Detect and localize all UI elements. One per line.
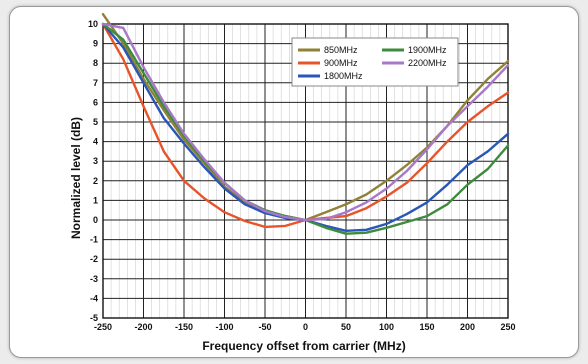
y-tick-label: 0 — [93, 215, 98, 225]
plot-border — [102, 23, 509, 319]
y-tick-label: 9 — [93, 39, 98, 49]
y-tick-label: 6 — [93, 97, 98, 107]
y-tick-label: 8 — [93, 58, 98, 68]
x-axis-label: Frequency offset from carrier (MHz) — [202, 339, 405, 353]
y-tick-label: -3 — [90, 274, 98, 284]
x-tick-label: 50 — [341, 322, 351, 332]
series-layer — [101, 12, 510, 235]
legend-label-2200MHz: 2200MHz — [408, 58, 447, 68]
y-axis-label: Normalized level (dB) — [69, 117, 83, 239]
y-tick-label: 1 — [93, 195, 98, 205]
tick-labels: -250 -200 -150 -100 -50 0 50 100 150 200 250-5-4-3… — [88, 19, 516, 332]
y-tick-label: -5 — [90, 313, 98, 323]
legend-label-1800MHz: 1800MHz — [324, 71, 363, 81]
legend: 850MHz 900MHz 1800MHz 1900MHz 2200MHz — [291, 37, 459, 87]
x-tick-label: -50 — [258, 322, 271, 332]
x-tick-label: 150 — [419, 322, 434, 332]
x-tick-label: 250 — [500, 322, 515, 332]
legend-label-850MHz: 850MHz — [324, 45, 358, 55]
legend-label-900MHz: 900MHz — [324, 58, 358, 68]
y-tick-label: 7 — [93, 78, 98, 88]
x-tick-label: -100 — [215, 322, 233, 332]
y-tick-label: 4 — [93, 137, 98, 147]
y-tick-label: -1 — [90, 235, 98, 245]
series-line-2200MHz — [101, 22, 510, 222]
x-tick-label: -250 — [94, 322, 112, 332]
x-tick-label: 0 — [303, 322, 308, 332]
x-tick-label: 100 — [379, 322, 394, 332]
y-tick-label: 3 — [93, 156, 98, 166]
y-tick-label: -2 — [90, 254, 98, 264]
y-tick-label: 5 — [93, 117, 98, 127]
y-tick-label: 2 — [93, 176, 98, 186]
legend-label-1900MHz: 1900MHz — [408, 45, 447, 55]
x-tick-label: -200 — [134, 322, 152, 332]
y-tick-label: -4 — [90, 293, 98, 303]
x-tick-label: -150 — [175, 322, 193, 332]
y-tick-label: 10 — [88, 19, 98, 29]
x-tick-label: 200 — [460, 322, 475, 332]
